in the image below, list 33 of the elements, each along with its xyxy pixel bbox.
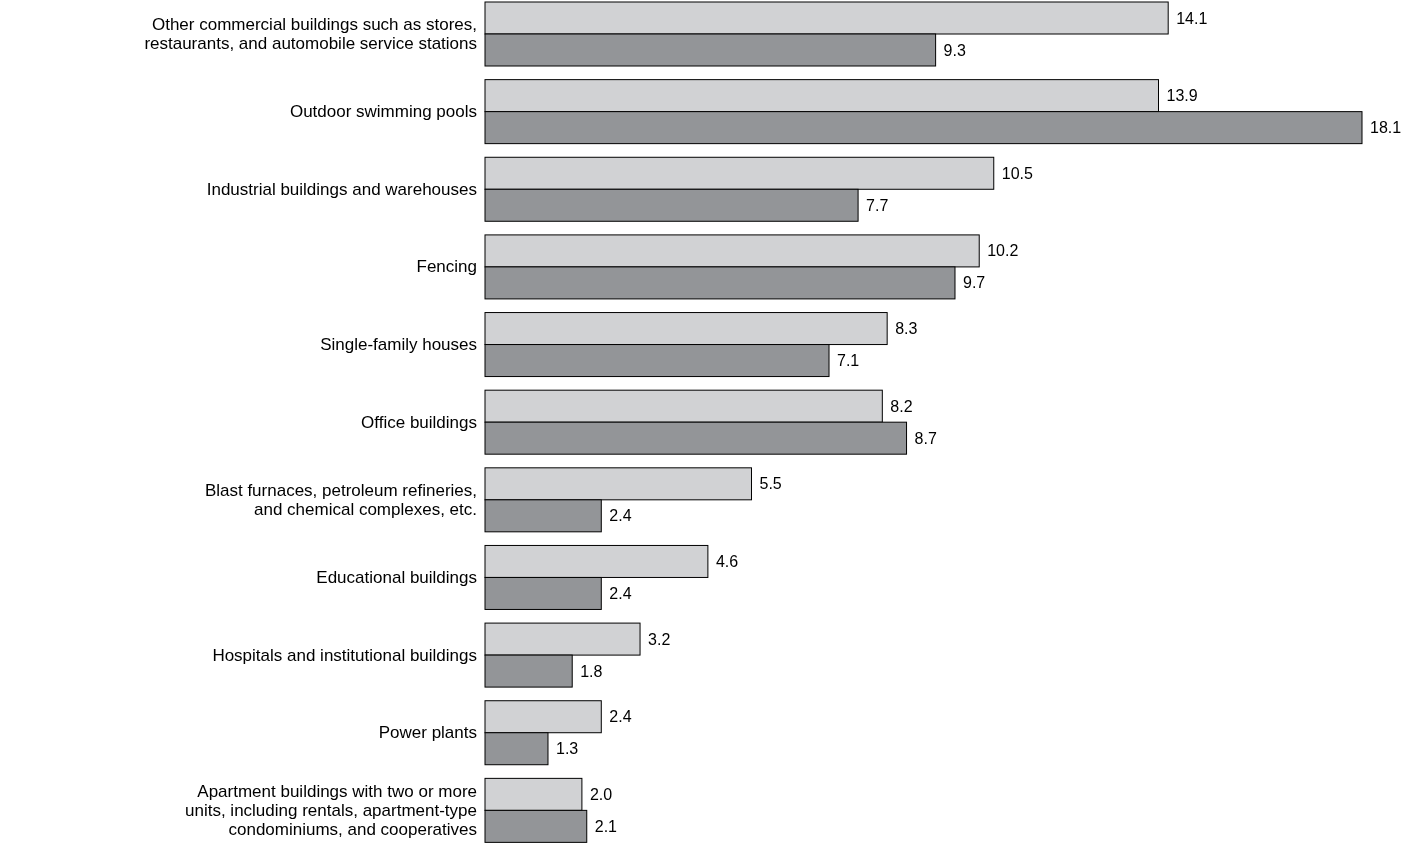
data-label: 9.3 [943, 41, 966, 59]
y-tick-label: Educational buildings [316, 567, 477, 587]
data-label: 7.1 [837, 352, 860, 370]
y-tick-label: Power plants [378, 723, 477, 743]
y-tick-label: Industrial buildings and warehouses [206, 179, 477, 199]
data-label: 8.7 [914, 429, 937, 447]
data-label: 18.1 [1370, 119, 1402, 137]
data-label: 2.4 [609, 708, 632, 726]
data-label: 1.3 [555, 740, 579, 758]
data-label: 2.4 [609, 507, 632, 525]
data-label: 2.1 [594, 817, 618, 835]
data-label: 2.0 [589, 785, 613, 803]
data-label: 10.2 [987, 242, 1019, 260]
data-label: 9.7 [962, 274, 986, 292]
y-tick-label: Fencing [416, 257, 477, 277]
y-tick-label: Hospitals and institutional buildings [212, 645, 477, 665]
data-label: 14.1 [1176, 9, 1208, 27]
data-label: 1.8 [580, 662, 603, 680]
data-label: 2.4 [609, 584, 632, 602]
y-tick-label: Apartment buildings with two or more units, including rentals, apartment-type condominiums, and cooperatives [185, 781, 477, 839]
data-label: 13.9 [1166, 87, 1198, 105]
data-label: 7.7 [866, 196, 889, 214]
data-label: 3.2 [648, 630, 671, 648]
data-label: 8.2 [890, 397, 913, 415]
y-tick-label: Single-family houses [320, 335, 477, 355]
y-tick-label: Outdoor swimming pools [289, 102, 477, 122]
data-label: 4.6 [715, 552, 739, 570]
y-tick-label: Office buildings [361, 412, 477, 432]
data-label: 5.5 [759, 475, 782, 493]
y-tick-label: Blast furnaces, petroleum refineries, and chemical complexes, etc. [204, 480, 477, 519]
data-label: 10.5 [1001, 164, 1033, 182]
y-tick-label: Other commercial buildings such as stores, restaurants, and automobile service stations [144, 15, 477, 53]
data-label: 8.3 [895, 320, 918, 338]
